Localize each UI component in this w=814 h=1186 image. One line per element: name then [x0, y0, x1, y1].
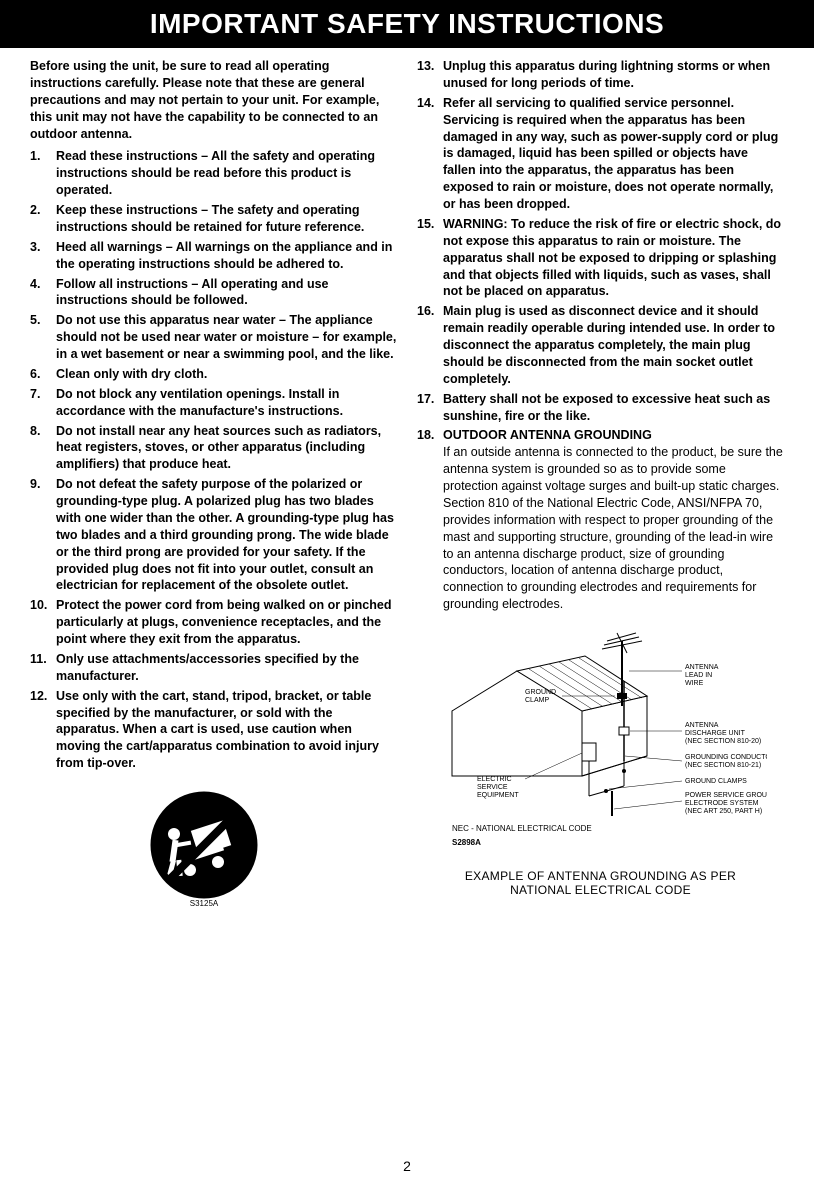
list-item: 13.Unplug this apparatus during lightnin… [417, 58, 784, 92]
list-item: 12.Use only with the cart, stand, tripod… [30, 688, 397, 772]
label-antenna-lead: ANTENNALEAD INWIRE [685, 664, 719, 687]
item-number: 9. [30, 476, 56, 594]
item-number: 2. [30, 202, 56, 236]
intro-paragraph: Before using the unit, be sure to read a… [30, 58, 397, 142]
label-electric-service: ELECTRICSERVICEEQUIPMENT [477, 776, 519, 799]
list-item: 10.Protect the power cord from being wal… [30, 597, 397, 648]
item-number: 4. [30, 276, 56, 310]
item-number: 14. [417, 95, 443, 213]
list-item: 17.Battery shall not be exposed to exces… [417, 391, 784, 425]
left-list: 1.Read these instructions – All the safe… [30, 148, 397, 772]
item-number: 6. [30, 366, 56, 383]
page-number: 2 [0, 1158, 814, 1174]
list-item: 16.Main plug is used as disconnect devic… [417, 303, 784, 387]
label-power-service: POWER SERVICE GROUNDINGELECTRODE SYSTEM(… [685, 792, 767, 815]
grounding-svg: ANTENNALEAD INWIRE GROUNDCLAMP ANTENNADI… [417, 631, 767, 861]
item18-lead: OUTDOOR ANTENNA GROUNDING [443, 428, 652, 442]
item-18: 18. OUTDOOR ANTENNA GROUNDING If an outs… [417, 427, 784, 613]
list-item: 7.Do not block any ventilation openings.… [30, 386, 397, 420]
item-text: Read these instructions – All the safety… [56, 148, 397, 199]
item-number: 8. [30, 423, 56, 474]
list-item: 3.Heed all warnings – All warnings on th… [30, 239, 397, 273]
list-item: 8.Do not install near any heat sources s… [30, 423, 397, 474]
list-item: 5.Do not use this apparatus near water –… [30, 312, 397, 363]
item-text: Do not use this apparatus near water – T… [56, 312, 397, 363]
item-text: Keep these instructions – The safety and… [56, 202, 397, 236]
item-number: 1. [30, 148, 56, 199]
item-text: Protect the power cord from being walked… [56, 597, 397, 648]
item-text: Clean only with dry cloth. [56, 366, 397, 383]
list-item: 2.Keep these instructions – The safety a… [30, 202, 397, 236]
left-column: Before using the unit, be sure to read a… [30, 58, 397, 910]
item-number: 3. [30, 239, 56, 273]
item-number: 11. [30, 651, 56, 685]
list-item: 4.Follow all instructions – All operatin… [30, 276, 397, 310]
label-ground-clamps: GROUND CLAMPS [685, 778, 747, 785]
content-columns: Before using the unit, be sure to read a… [0, 48, 814, 910]
item-text: Do not defeat the safety purpose of the … [56, 476, 397, 594]
item-text: Only use attachments/accessories specifi… [56, 651, 397, 685]
item-number: 17. [417, 391, 443, 425]
list-item: 1.Read these instructions – All the safe… [30, 148, 397, 199]
cart-tipover-icon: S3125A [144, 790, 284, 910]
item-number: 7. [30, 386, 56, 420]
item-text: Follow all instructions – All operating … [56, 276, 397, 310]
list-item: 14.Refer all servicing to qualified serv… [417, 95, 784, 213]
item-number: 5. [30, 312, 56, 363]
item-text: Use only with the cart, stand, tripod, b… [56, 688, 397, 772]
item-text: Unplug this apparatus during lightning s… [443, 58, 784, 92]
label-discharge-unit: ANTENNADISCHARGE UNIT(NEC SECTION 810-20… [685, 722, 761, 745]
item-number: 12. [30, 688, 56, 772]
label-grounding-conductors: GROUNDING CONDUCTORS(NEC SECTION 810-21) [685, 754, 767, 769]
item-text: Do not block any ventilation openings. I… [56, 386, 397, 420]
item-text: Main plug is used as disconnect device a… [443, 303, 784, 387]
item-text: Refer all servicing to qualified service… [443, 95, 784, 213]
item-text: OUTDOOR ANTENNA GROUNDING If an outside … [443, 427, 784, 613]
label-nec: NEC - NATIONAL ELECTRICAL CODE [452, 824, 592, 833]
item-number: 13. [417, 58, 443, 92]
item-number: 15. [417, 216, 443, 300]
page-title: IMPORTANT SAFETY INSTRUCTIONS [150, 8, 664, 39]
item-number: 16. [417, 303, 443, 387]
list-item: 11.Only use attachments/accessories spec… [30, 651, 397, 685]
list-item: 9.Do not defeat the safety purpose of th… [30, 476, 397, 594]
item-number: 10. [30, 597, 56, 648]
page-title-bar: IMPORTANT SAFETY INSTRUCTIONS [0, 0, 814, 48]
item-text: Do not install near any heat sources suc… [56, 423, 397, 474]
label-figno: S2898A [452, 838, 481, 847]
item-text: WARNING: To reduce the risk of fire or e… [443, 216, 784, 300]
right-list: 13.Unplug this apparatus during lightnin… [417, 58, 784, 424]
cart-label: S3125A [189, 899, 218, 908]
diagram-caption: EXAMPLE OF ANTENNA GROUNDING AS PER NATI… [417, 869, 784, 897]
item-text: Battery shall not be exposed to excessiv… [443, 391, 784, 425]
list-item: 15.WARNING: To reduce the risk of fire o… [417, 216, 784, 300]
cart-svg: S3125A [144, 790, 264, 910]
grounding-diagram: ANTENNALEAD INWIRE GROUNDCLAMP ANTENNADI… [417, 631, 784, 897]
item18-body: If an outside antenna is connected to th… [443, 445, 783, 611]
right-column: 13.Unplug this apparatus during lightnin… [417, 58, 784, 910]
list-item: 6.Clean only with dry cloth. [30, 366, 397, 383]
item-number: 18. [417, 427, 443, 613]
item-text: Heed all warnings – All warnings on the … [56, 239, 397, 273]
